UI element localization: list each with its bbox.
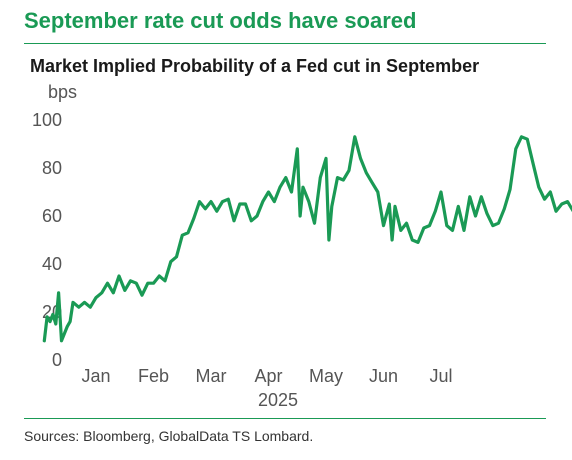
x-tick-label: May	[309, 366, 343, 386]
x-axis-ticks: Jan Feb Mar Apr May Jun Jul	[81, 366, 452, 386]
x-tick-label: Jul	[429, 366, 452, 386]
source-note: Sources: Bloomberg, GlobalData TS Lombar…	[24, 428, 314, 444]
y-tick-label: 100	[32, 110, 62, 130]
chart-title: Market Implied Probability of a Fed cut …	[30, 56, 480, 76]
x-tick-label: Mar	[196, 366, 227, 386]
x-axis-year-label: 2025	[258, 390, 298, 410]
footer-rule	[24, 418, 546, 419]
x-tick-label: Feb	[138, 366, 169, 386]
y-tick-label: 40	[42, 254, 62, 274]
series-line	[42, 135, 572, 343]
x-tick-label: Jun	[369, 366, 398, 386]
headline-rule	[24, 43, 546, 44]
y-tick-label: 60	[42, 206, 62, 226]
y-tick-label: 80	[42, 158, 62, 178]
x-tick-label: Jan	[81, 366, 110, 386]
x-tick-label: Apr	[254, 366, 282, 386]
y-tick-label: 0	[52, 350, 62, 370]
y-axis-label: bps	[48, 82, 77, 102]
headline: September rate cut odds have soared	[24, 8, 417, 33]
